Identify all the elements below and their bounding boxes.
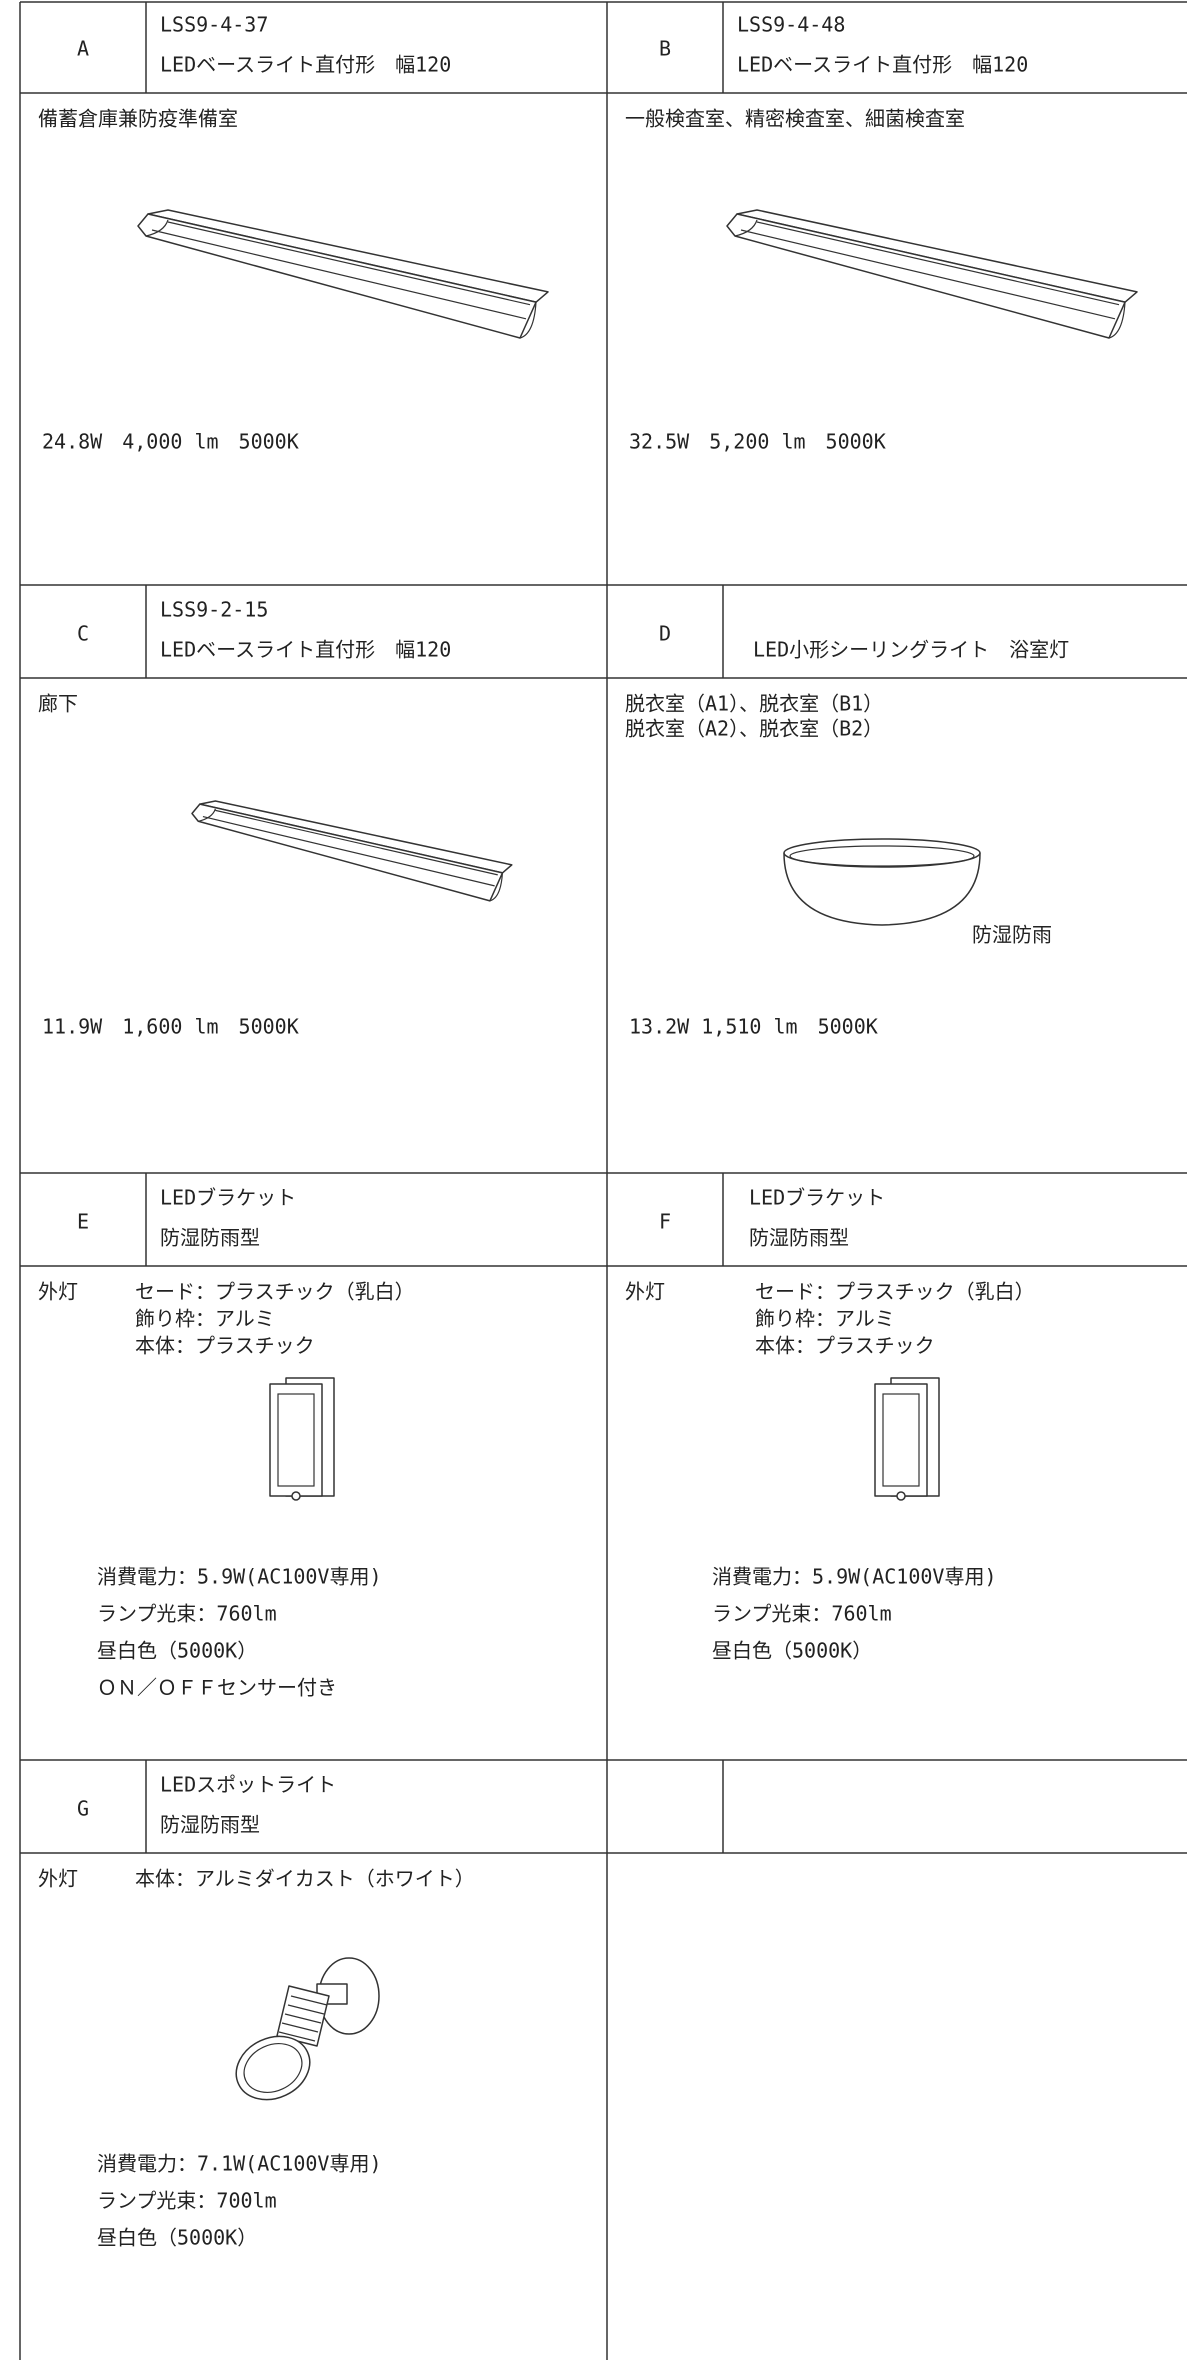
room-text: 脱衣室（A2）、脱衣室（B2） xyxy=(625,717,883,741)
fixture-illustration xyxy=(269,1377,335,1501)
fixture-illustration xyxy=(726,209,1138,339)
fixture-illustration xyxy=(191,800,513,902)
room-text: 本体：プラスチック xyxy=(755,1334,935,1358)
fixture-side xyxy=(191,803,504,902)
spec-text: ランプ光束：760lm xyxy=(97,1602,277,1626)
spec-text: 消費電力：5.9W(AC100V専用) xyxy=(97,1565,382,1589)
header-text: LEDベースライト直付形 幅120 xyxy=(160,53,451,77)
header-text: 防湿防雨型 xyxy=(160,1813,260,1837)
fixture-illustration xyxy=(783,838,981,926)
header-text: LEDベースライト直付形 幅120 xyxy=(737,53,1028,77)
fixture-shade xyxy=(277,1393,315,1487)
spec-text: 13.2W 1,510 lm 5000K xyxy=(629,1015,878,1039)
spec-text: 消費電力：5.9W(AC100V専用) xyxy=(712,1565,997,1589)
fixture-illustration xyxy=(137,209,549,339)
fixture-cap xyxy=(734,219,1126,339)
room-text: 本体：アルミダイカスト（ホワイト） xyxy=(135,1867,475,1891)
fixture-illustration xyxy=(874,1377,940,1501)
cell-letter: B xyxy=(659,37,671,61)
room-text: 本体：プラスチック xyxy=(135,1334,315,1358)
room-text: 備蓄倉庫兼防疫準備室 xyxy=(38,107,238,131)
fixture-side xyxy=(137,213,537,339)
fixture-frame xyxy=(874,1383,928,1497)
cell-letter: E xyxy=(77,1210,89,1234)
fixture-fin xyxy=(290,1995,328,2006)
fixture-fin xyxy=(287,2004,325,2015)
fixture-fin xyxy=(278,2031,316,2042)
fixture-sensor xyxy=(896,1491,906,1501)
spec-text: 昼白色（5000K） xyxy=(97,2226,257,2250)
header-text: LEDブラケット xyxy=(160,1186,296,1210)
header-text: LEDベースライト直付形 幅120 xyxy=(160,638,451,662)
spec-text: ランプ光束：760lm xyxy=(712,1602,892,1626)
note-text: 防湿防雨 xyxy=(972,923,1052,947)
cell-letter: A xyxy=(77,37,89,61)
cell-letter: D xyxy=(659,622,671,646)
fixture-lens xyxy=(243,2043,303,2093)
spec-text: 24.8W 4,000 lm 5000K xyxy=(42,430,299,454)
fixture-dome xyxy=(783,852,981,926)
fixture-sensor xyxy=(291,1491,301,1501)
spec-text: ＯＮ／ＯＦＦセンサー付き xyxy=(97,1676,337,1700)
header-text: 防湿防雨型 xyxy=(749,1226,849,1250)
header-text: LED小形シーリングライト 浴室灯 xyxy=(753,638,1069,662)
spec-text: 消費電力：7.1W(AC100V専用) xyxy=(97,2152,382,2176)
header-text: 防湿防雨型 xyxy=(160,1226,260,1250)
spec-text: 11.9W 1,600 lm 5000K xyxy=(42,1015,299,1039)
fixture-fin xyxy=(284,2013,322,2024)
header-text: LSS9-4-48 xyxy=(737,13,845,37)
spec-text: 32.5W 5,200 lm 5000K xyxy=(629,430,886,454)
place-label: 外灯 xyxy=(38,1867,78,1891)
room-text: 廊下 xyxy=(38,692,78,716)
fixture-rim xyxy=(789,845,975,867)
fixture-cap xyxy=(145,219,537,339)
header-text: LSS9-4-37 xyxy=(160,13,268,37)
room-text: セード：プラスチック（乳白） xyxy=(755,1280,1035,1304)
spec-text: 昼白色（5000K） xyxy=(97,1639,257,1663)
fixture-rim xyxy=(783,838,981,868)
fixture-fin xyxy=(281,2022,319,2033)
spec-text: ランプ光束：700lm xyxy=(97,2189,277,2213)
fixture-cap xyxy=(198,808,504,902)
fixture-line xyxy=(202,809,498,887)
header-text: LEDブラケット xyxy=(749,1186,885,1210)
fixture-line xyxy=(740,221,1120,320)
room-text: 一般検査室、精密検査室、細菌検査室 xyxy=(625,107,965,131)
cell-letter: C xyxy=(77,622,89,646)
cell-letter: G xyxy=(77,1797,89,1821)
fixture-illustration xyxy=(235,1957,380,2101)
header-text: LEDスポットライト xyxy=(160,1773,336,1797)
cell-letter: F xyxy=(659,1210,671,1234)
room-text: セード：プラスチック（乳白） xyxy=(135,1280,415,1304)
fixture-line xyxy=(151,221,531,320)
place-label: 外灯 xyxy=(625,1280,665,1304)
place-label: 外灯 xyxy=(38,1280,78,1304)
spec-text: 昼白色（5000K） xyxy=(712,1639,872,1663)
room-text: 飾り枠：アルミ xyxy=(135,1307,275,1331)
room-text: 飾り枠：アルミ xyxy=(755,1307,895,1331)
fixture-side xyxy=(726,213,1126,339)
header-text: LSS9-2-15 xyxy=(160,598,268,622)
fixture-shade xyxy=(882,1393,920,1487)
room-text: 脱衣室（A1）、脱衣室（B1） xyxy=(625,692,883,716)
